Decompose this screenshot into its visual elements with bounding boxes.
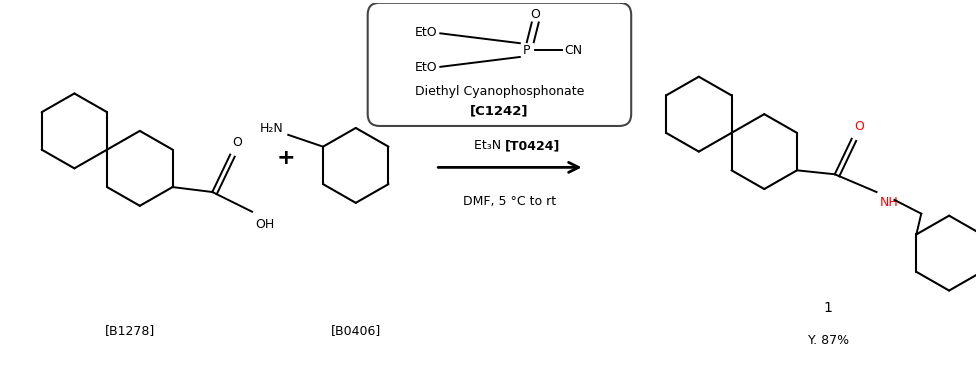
Text: NH: NH xyxy=(878,196,898,209)
Text: EtO: EtO xyxy=(415,26,437,39)
Text: Et₃N: Et₃N xyxy=(473,139,505,152)
Text: [C1242]: [C1242] xyxy=(469,105,528,118)
Text: DMF, 5 °C to rt: DMF, 5 °C to rt xyxy=(463,195,556,208)
Text: H₂N: H₂N xyxy=(259,122,283,136)
Text: OH: OH xyxy=(255,218,274,231)
Text: +: + xyxy=(277,147,295,167)
Text: EtO: EtO xyxy=(415,61,437,74)
Text: Diethyl Cyanophosphonate: Diethyl Cyanophosphonate xyxy=(415,85,584,98)
Text: [T0424]: [T0424] xyxy=(505,139,559,152)
Text: Y. 87%: Y. 87% xyxy=(807,334,848,347)
Text: 1: 1 xyxy=(822,301,831,315)
Text: CN: CN xyxy=(564,44,582,57)
Text: [B0406]: [B0406] xyxy=(331,325,380,338)
Text: C1242: C1242 xyxy=(487,107,531,120)
Text: P: P xyxy=(522,44,530,57)
Text: O: O xyxy=(529,8,539,20)
Text: O: O xyxy=(854,120,864,133)
FancyBboxPatch shape xyxy=(368,3,631,126)
Text: [B1278]: [B1278] xyxy=(105,325,155,338)
Text: O: O xyxy=(232,136,242,149)
